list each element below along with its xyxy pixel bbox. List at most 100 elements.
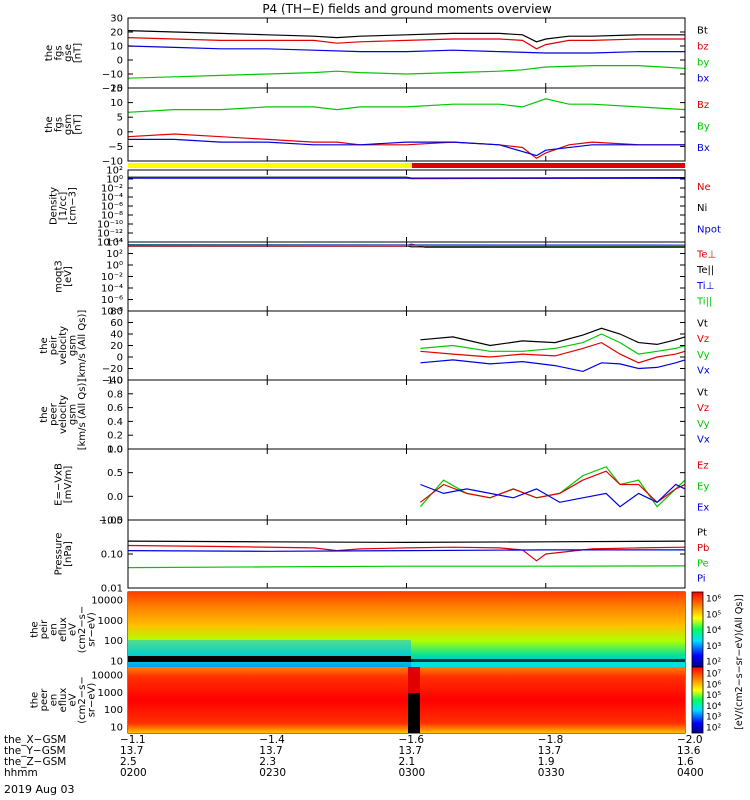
density-ylabel-line: Density [49,187,60,225]
peer_spectrogram-ylabel-line: sr−eV) [87,683,98,718]
peer_velocity-ytick-label: 1.0 [107,376,123,387]
peir_velocity-ytick-label: 20 [110,341,123,352]
temperature-ytick-label: 10⁰ [106,261,123,272]
efield-frame [127,448,686,521]
peer_velocity-ytick-label: 0.4 [107,417,123,428]
efield-ylabel-line: [mV/m] [63,466,74,504]
peir_velocity-ylabel-line: peir [49,335,60,355]
legend-peir_velocity-Vy: Vy [697,350,710,361]
bottom-axis: the_X−GSM −1.1 −1.4 −1.6 −1.8 −2.0 the_Y−GSM 13… [4,734,704,779]
colorbar_lower-tick: 10⁷ [706,670,721,680]
peir_velocity-ytick-label: 80 [110,307,123,318]
series-fgs_gsm-Bz [127,133,685,160]
fgs_gsm-ytick-label: 10 [110,98,123,109]
colorbar_lower-tick: 10⁶ [706,680,721,690]
peir_velocity-ylabel-line: the [39,337,50,353]
series-fgs_gse-by [127,64,686,79]
peir_spectrogram-ytick-label: 10000 [91,596,123,607]
peer_spectrogram-ytick-label: 100 [104,705,123,716]
ephemeris-value: −1.4 [259,734,285,746]
legend-fgs_gse-bz: bz [697,42,709,53]
fgs_gse-ytick-label: 30 [110,14,123,25]
ephemeris-value: 0230 [259,767,286,779]
series-efield-Ez [420,470,686,504]
density-ytick-label: 10² [106,166,123,177]
efield-ytick-label: 0.5 [107,468,123,479]
spectrogram-upper-black-band [128,656,411,662]
fgs_gse-ytick-label: 0 [117,56,123,67]
peer_velocity-ytick-label: 0.8 [107,389,123,400]
date-label: 2019 Aug 03 [4,783,74,796]
fgs_gsm-ylabel-line: the [44,116,55,132]
spectrogram-upper-lowband-left [128,640,411,660]
series-peir_velocity-Vx [420,359,686,373]
fgs_gsm-frame [127,87,686,162]
colorbar-lower [691,666,704,734]
peer_velocity-frame [127,379,686,450]
peer_velocity-ylabel-line: velocity [58,395,69,434]
peer_velocity-ylabel-line: the [39,406,50,422]
series-fgs_gsm-Bx [128,138,685,157]
colorbar_lower-tick: 10² [706,724,721,734]
fgs_gse-ytick-label: 10 [110,42,123,53]
density-ytick-label: 10⁻⁴ [101,193,123,204]
legend-density-Npot: Npot [697,224,721,235]
series-efield-Ey [419,466,686,508]
peer_velocity-ytick-label: 0.2 [107,431,123,442]
series-peir_velocity-Vz [420,341,686,364]
ephemeris-value: 13.7 [259,745,282,757]
fgs_gsm-ytick-label: 0 [117,127,123,138]
peir_velocity-frame [127,310,686,381]
fgs_gse-ylabel-line: the [44,45,55,61]
density-ylabel-line: [cm−3] [68,187,79,225]
peir_spectrogram-ylabel-line: (cm2−s− [77,606,88,653]
panel-efield: 1.0 0.5 0.0 −0.5 Ez Ey Ex E=−VxB[mV/m] [53,445,709,527]
series-pressure-Pi [127,549,685,552]
mode-bar-slow-survey [128,163,412,168]
mode-bar-fast-survey [412,163,685,168]
ephemeris-value: 0400 [677,767,704,779]
fgs_gse-ytick-label: −10 [102,70,123,81]
peir_velocity-ytick-label: 0 [117,353,123,364]
peer_spectrogram-ylabel-line: eV [68,693,79,706]
series-peir_velocity-Vy [420,333,686,355]
ephemeris-value: 2.1 [399,756,416,768]
peer_spectrogram-ytick-label: 1000 [98,688,123,699]
density-ylabel-line: [1/cc] [58,192,69,221]
density-ytick-label: 10⁻⁸ [101,211,123,222]
temperature-ytick-label: 10² [106,249,123,260]
peir_spectrogram-ylabel-line: eflux [58,617,69,642]
fgs_gsm-ylabel-line: [nT] [72,114,83,134]
efield-ylabel-line: E=−VxB [53,463,64,506]
colorbar-upper [691,591,704,668]
density-ytick-label: 10⁻⁶ [101,202,123,213]
pressure-ylabel-line: Pressure [53,533,64,576]
legend-peer_velocity-Vx: Vx [697,435,710,446]
legend-temperature-Te⊥: Te⊥ [696,250,716,261]
peir_velocity-ylabel-line: velocity [58,326,69,365]
peir_spectrogram-ylabel-line: the [30,621,41,637]
ephemeris-value: 0200 [120,767,147,779]
figure-title: P4 (TH−E) fields and ground moments over… [262,2,552,16]
series-fgs_gse-bz [127,37,685,50]
ephemeris-value: 0330 [538,767,565,779]
legend-temperature-Ti⊥: Ti⊥ [696,281,714,292]
legend-peer_velocity-Vy: Vy [697,419,710,430]
fgs_gsm-ylabel-line: gsm [63,114,74,135]
ephemeris-value: −1.6 [399,734,425,746]
legend-fgs_gsm-Bx: Bx [697,143,710,154]
fgs_gse-ytick-label: 20 [110,28,123,39]
ephemeris-value: 1.9 [538,756,555,768]
ephemeris-value: 0300 [399,767,426,779]
fgs_gsm-ytick-label: −5 [108,142,123,153]
peir_velocity-ytick-label: 60 [110,318,123,329]
fgs_gsm-ytick-label: −10 [102,157,123,168]
peer_velocity-ylabel-line: gsm [68,404,79,425]
spectrogram-lower-field [128,667,685,733]
spectrogram-upper-black-band-right [411,659,685,662]
